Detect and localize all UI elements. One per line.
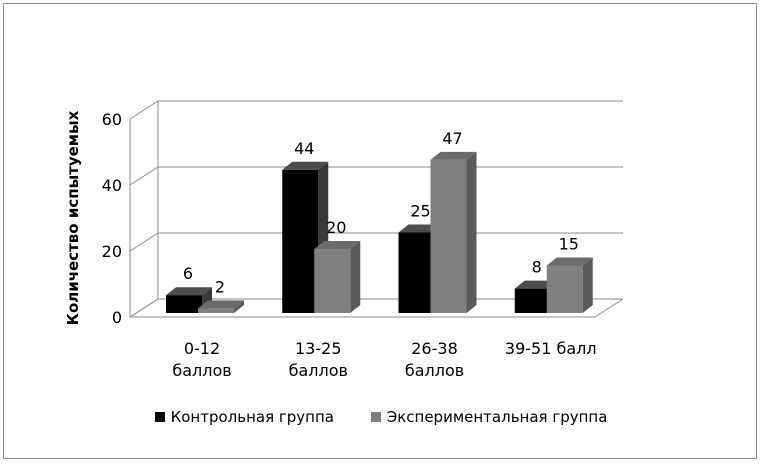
- bar-side-1-3: [582, 257, 593, 313]
- bar-top-1-0: [198, 300, 244, 309]
- data-label-0-0: 6: [183, 264, 193, 283]
- y-tick-label-1: 20: [102, 242, 122, 261]
- data-label-1-1: 20: [326, 218, 346, 237]
- bar-1-3: [546, 265, 583, 313]
- grid-diagonal-1: [129, 232, 159, 252]
- data-label-0-2: 25: [410, 202, 430, 221]
- y-tick-label-2: 40: [102, 176, 122, 195]
- bar-0-3: [514, 288, 551, 313]
- grid-diagonal-3: [129, 100, 159, 120]
- bar-0-1: [282, 169, 319, 313]
- bar-top-1-1: [314, 241, 361, 249]
- x-tick-label-1-0: 13-25: [295, 339, 342, 358]
- legend-item-control: Контрольная группа: [154, 408, 334, 426]
- legend: Контрольная группа Экспериментальная гру…: [0, 408, 762, 426]
- data-label-0-3: 8: [532, 258, 542, 277]
- bar-side-1-1: [350, 241, 361, 313]
- bar-top-1-2: [430, 151, 477, 160]
- bar-0-0: [166, 295, 202, 313]
- x-tick-label-3-0: 39-51 балл: [505, 339, 597, 358]
- bar-1-2: [430, 159, 467, 313]
- legend-label-experimental: Экспериментальная группа: [386, 408, 608, 426]
- x-tick-label-1-1: баллов: [289, 361, 348, 380]
- bar-top-0-1: [282, 161, 329, 170]
- bar-top-1-3: [546, 257, 593, 266]
- data-label-1-2: 47: [442, 129, 462, 148]
- chart-frame: [3, 3, 757, 459]
- legend-item-experimental: Экспериментальная группа: [370, 408, 608, 426]
- bar-side-1-2: [466, 151, 477, 313]
- legend-label-control: Контрольная группа: [170, 408, 334, 426]
- bar-top-0-0: [166, 287, 212, 296]
- y-tick-label-0: 0: [112, 308, 122, 327]
- x-tick-label-2-1: баллов: [405, 361, 464, 380]
- grid-diagonal-2: [129, 166, 159, 186]
- bar-1-0: [198, 308, 234, 313]
- x-tick-label-0-0: 0-12: [184, 339, 220, 358]
- floor-right-edge: [594, 298, 624, 318]
- data-label-1-3: 15: [559, 235, 579, 254]
- legend-swatch-experimental: [370, 412, 381, 422]
- legend-swatch-control: [154, 412, 165, 422]
- bar-0-2: [398, 232, 435, 313]
- bar-1-1: [314, 249, 351, 313]
- x-tick-label-0-1: баллов: [172, 361, 231, 380]
- data-label-0-1: 44: [294, 139, 314, 158]
- grid-diagonal-0: [129, 298, 159, 318]
- y-axis-title: Количество испытуемых: [64, 110, 82, 325]
- data-label-1-0: 2: [215, 277, 225, 296]
- x-tick-label-2-0: 26-38: [411, 339, 458, 358]
- y-tick-label-3: 60: [102, 110, 122, 129]
- bar-side-1-0: [234, 300, 244, 313]
